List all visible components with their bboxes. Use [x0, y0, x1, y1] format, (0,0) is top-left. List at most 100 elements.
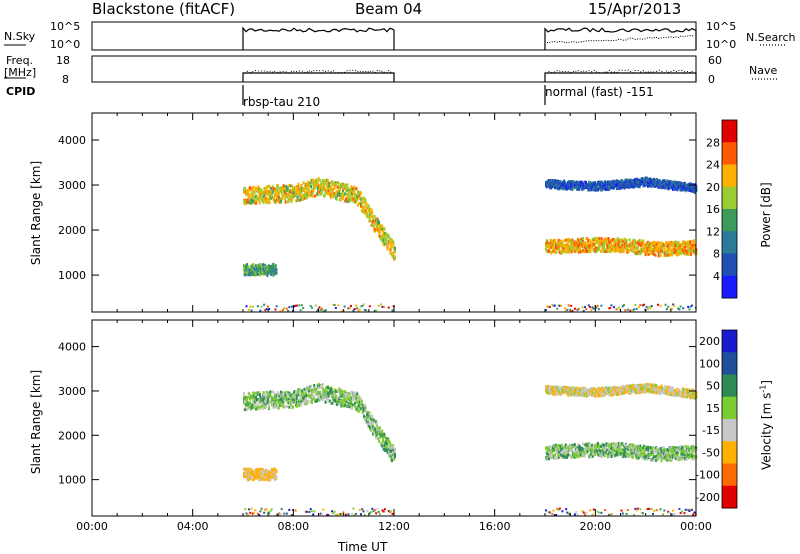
velocity-data-cell: [344, 398, 347, 402]
power-data-cell: [606, 180, 609, 184]
velocity-data-cell: [566, 451, 569, 455]
velocity-data-cell: [590, 387, 593, 391]
velocity-data-cell: [350, 390, 353, 394]
velocity-data-cell: [264, 405, 267, 409]
velocity-data-cell: [343, 394, 346, 398]
power-data-cell: [683, 245, 686, 249]
power-data-cell: [682, 242, 685, 246]
velocity-data-cell: [617, 446, 620, 450]
velocity-data-cell: [565, 446, 568, 450]
power-data-cell: [270, 267, 273, 271]
velocity-data-cell: [393, 450, 396, 454]
velocity-data-cell: [649, 452, 652, 456]
power-data-cell: [637, 185, 640, 189]
velocity-data-cell: [363, 414, 366, 418]
velocity-data-cell: [267, 404, 270, 408]
velocity-data-cell: [340, 394, 343, 398]
power-data-cell: [295, 190, 298, 194]
velocity-data-cell: [681, 445, 684, 449]
velocity-data-cell: [610, 454, 613, 458]
power-data-cell: [263, 196, 266, 200]
power-data-cell: [632, 238, 635, 242]
velocity-data-cell: [631, 451, 634, 455]
velocity-data-cell: [243, 395, 245, 399]
power-ground-echo: [641, 304, 644, 307]
velocity-data-cell: [558, 450, 561, 454]
power-data-cell: [345, 189, 348, 193]
velocity-data-cell: [636, 444, 639, 448]
power-ground-echo: [626, 308, 629, 311]
velocity-data-cell: [251, 406, 254, 410]
velocity-data-cell: [296, 404, 299, 408]
velocity-data-cell: [583, 387, 586, 391]
power-colorbar-segment: [722, 164, 737, 188]
velocity-data-cell: [387, 452, 390, 456]
velocity-data-cell: [636, 457, 639, 461]
velocity-data-cell: [689, 449, 692, 453]
velocity-data-cell: [338, 399, 341, 403]
power-data-cell: [390, 244, 393, 248]
power-ground-echo: [573, 307, 576, 310]
velocity-data-cell: [249, 401, 252, 405]
power-data-cell: [651, 243, 654, 247]
velocity-data-cell: [275, 475, 278, 479]
power-data-cell: [308, 190, 311, 194]
velocity-data-cell: [293, 390, 296, 394]
power-data-cell: [298, 198, 301, 202]
power-data-cell: [607, 237, 610, 241]
power-data-cell: [622, 240, 625, 244]
power-data-cell: [243, 267, 245, 271]
velocity-data-cell: [625, 443, 628, 447]
power-data-cell: [368, 216, 371, 220]
velocity-data-cell: [323, 391, 326, 395]
velocity-data-cell: [587, 391, 590, 395]
power-data-cell: [625, 181, 628, 185]
power-ground-echo: [547, 305, 550, 308]
power-ytick-label: 1000: [58, 269, 86, 282]
velocity-data-cell: [302, 391, 305, 395]
velocity-data-cell: [278, 394, 281, 398]
power-ground-echo: [279, 310, 282, 313]
power-ground-echo: [584, 305, 587, 308]
velocity-data-cell: [271, 403, 274, 407]
velocity-data-cell: [259, 396, 262, 400]
velocity-data-cell: [635, 446, 638, 450]
power-data-cell: [626, 247, 629, 251]
velocity-data-cell: [369, 412, 372, 416]
power-data-cell: [560, 239, 563, 243]
power-data-cell: [689, 247, 692, 251]
power-data-cell: [352, 199, 355, 203]
power-data-cell: [348, 196, 351, 200]
velocity-data-cell: [366, 412, 369, 416]
power-data-cell: [679, 186, 682, 190]
velocity-data-cell: [691, 447, 694, 451]
power-ground-echo: [596, 305, 599, 308]
power-data-cell: [556, 185, 559, 189]
velocity-data-cell: [601, 393, 604, 397]
velocity-data-cell: [593, 387, 596, 391]
velocity-data-cell: [386, 447, 389, 451]
velocity-data-cell: [387, 440, 390, 444]
velocity-data-cell: [243, 392, 245, 396]
power-ground-echo: [285, 307, 288, 310]
velocity-data-cell: [274, 393, 277, 397]
power-data-cell: [258, 266, 261, 270]
power-data-cell: [261, 269, 264, 273]
power-data-cell: [271, 185, 274, 189]
power-data-cell: [388, 237, 391, 241]
power-data-cell: [259, 195, 262, 199]
power-data-cell: [394, 255, 396, 259]
power-data-cell: [300, 184, 303, 188]
velocity-data-cell: [279, 390, 282, 394]
power-data-cell: [372, 216, 375, 220]
velocity-data-cell: [568, 446, 571, 450]
power-data-cell: [331, 193, 334, 197]
power-data-cell: [332, 190, 335, 194]
velocity-data-cell: [252, 394, 255, 398]
power-data-cell: [282, 193, 285, 197]
power-data-cell: [587, 238, 590, 242]
velocity-data-cell: [548, 389, 551, 393]
velocity-data-cell: [691, 448, 694, 452]
velocity-data-cell: [646, 457, 649, 461]
velocity-data-cell: [648, 453, 651, 457]
